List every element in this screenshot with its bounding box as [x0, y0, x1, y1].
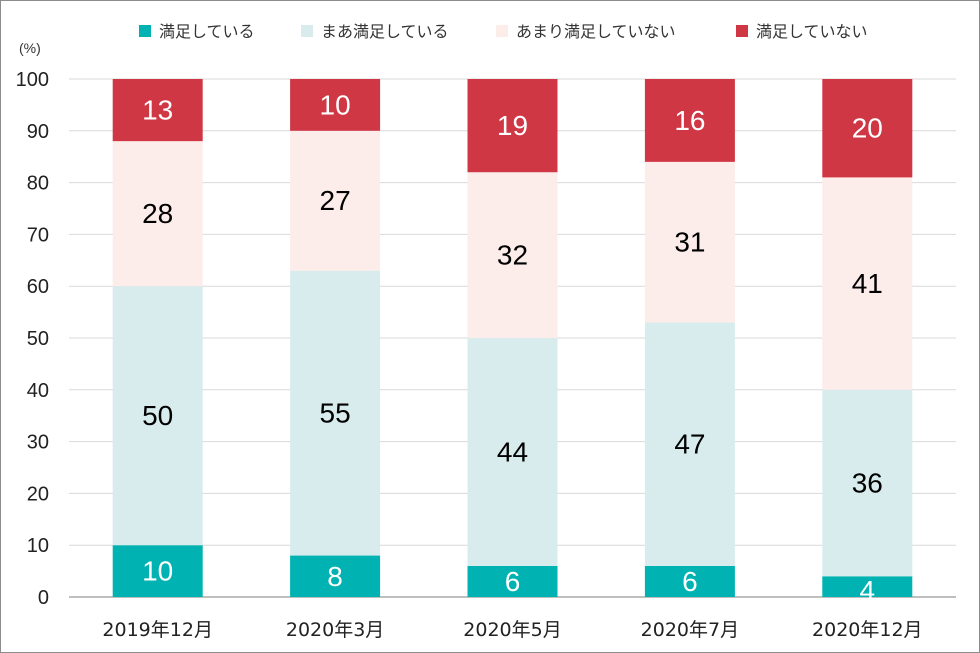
- legend-swatch: [139, 25, 151, 37]
- bar-segment: [290, 270, 381, 556]
- data-label: 31: [674, 227, 705, 258]
- legend-swatch: [496, 25, 508, 37]
- data-label: 28: [142, 198, 173, 229]
- y-tick-label: 60: [27, 276, 49, 298]
- legend-label: 満足していない: [756, 22, 868, 41]
- bar-segment: [290, 555, 381, 597]
- legend-label: あまり満足していない: [516, 22, 676, 41]
- bar-segment: [112, 286, 203, 546]
- data-label: 44: [497, 436, 528, 467]
- data-label: 27: [320, 185, 351, 216]
- bar-segment: [112, 79, 203, 142]
- y-tick-label: 70: [27, 224, 49, 246]
- bar-segment: [467, 565, 558, 597]
- bar-segment: [290, 130, 381, 271]
- legend-swatch: [736, 25, 748, 37]
- bars: 10 50 28 13 8 55 27 10 6 44 32 19 6 47 31 16 4 36 41 20: [112, 79, 913, 606]
- data-label: 6: [505, 566, 521, 597]
- data-label: 19: [497, 110, 528, 141]
- data-label: 32: [497, 240, 528, 271]
- bar-segment: [467, 172, 558, 338]
- bar-segment: [112, 545, 203, 597]
- bar-segment: [644, 79, 735, 162]
- y-tick-label: 100: [16, 69, 49, 91]
- bar-segment: [822, 79, 913, 178]
- y-axis-unit: (%): [19, 40, 41, 56]
- bar-segment: [644, 565, 735, 597]
- data-label: 10: [142, 556, 173, 587]
- data-label: 8: [327, 561, 343, 592]
- x-tick-label: 2019年12月: [102, 619, 213, 641]
- bar-segment: [467, 79, 558, 173]
- y-tick-label: 20: [27, 483, 49, 505]
- y-tick-label: 90: [27, 121, 49, 143]
- x-axis-labels: 2019年12月 2020年3月 2020年5月 2020年7月 2020年12月: [102, 619, 922, 641]
- data-label: 10: [320, 89, 351, 120]
- data-label: 50: [142, 400, 173, 431]
- legend-label: 満足している: [159, 22, 255, 41]
- legend: 満足している まあ満足している あまり満足していない 満足していない: [139, 22, 868, 41]
- y-axis-ticks: 0 10 20 30 40 50 60 70 80 90 100: [16, 69, 49, 609]
- bar-segment: [822, 576, 913, 597]
- bar-segment: [822, 177, 913, 390]
- legend-label: まあ満足している: [321, 22, 449, 41]
- data-label: 13: [142, 95, 173, 126]
- x-tick-label: 2020年5月: [463, 619, 561, 641]
- data-label: 16: [674, 105, 705, 136]
- bar-segment: [644, 322, 735, 566]
- bar-segment: [467, 338, 558, 566]
- y-tick-label: 40: [27, 380, 49, 402]
- data-label: 6: [682, 566, 698, 597]
- bar-segment: [644, 161, 735, 323]
- y-tick-label: 30: [27, 432, 49, 454]
- x-tick-label: 2020年7月: [641, 619, 739, 641]
- data-label: 41: [852, 268, 883, 299]
- legend-swatch: [301, 25, 313, 37]
- y-tick-label: 10: [27, 535, 49, 557]
- y-tick-label: 80: [27, 173, 49, 195]
- x-tick-label: 2020年12月: [812, 619, 923, 641]
- bar-segment: [112, 141, 203, 287]
- y-tick-label: 0: [38, 587, 49, 609]
- x-tick-label: 2020年3月: [286, 619, 384, 641]
- data-label: 55: [320, 398, 351, 429]
- data-label: 4: [860, 575, 876, 606]
- data-label: 36: [852, 468, 883, 499]
- data-label: 20: [852, 113, 883, 144]
- bar-segment: [822, 389, 913, 577]
- data-label: 47: [674, 429, 705, 460]
- y-tick-label: 50: [27, 328, 49, 350]
- bar-segment: [290, 79, 381, 131]
